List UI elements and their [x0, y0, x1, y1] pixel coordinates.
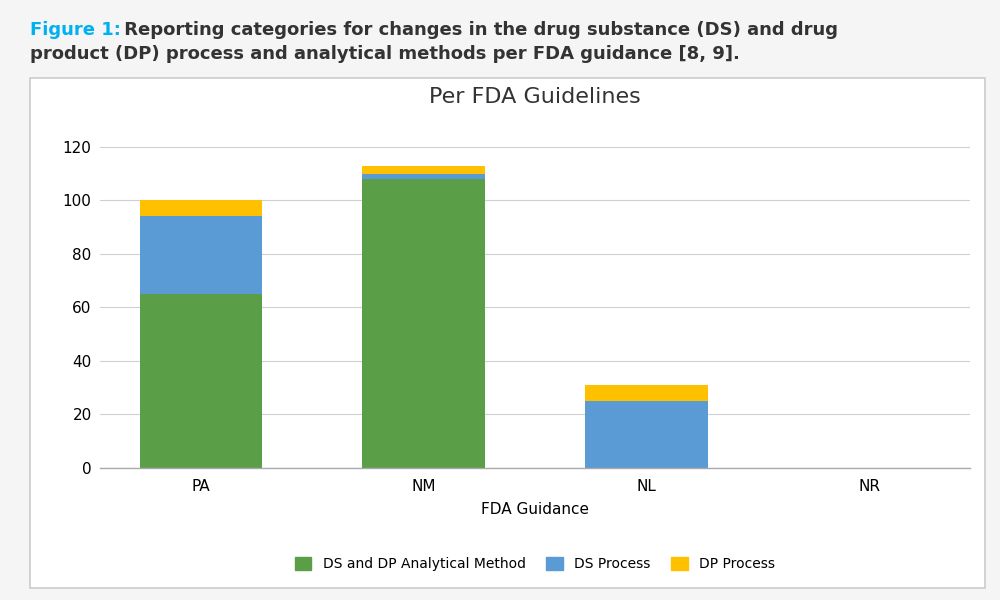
X-axis label: FDA Guidance: FDA Guidance: [481, 502, 589, 517]
Bar: [140, 217, 262, 294]
Bar: [140, 294, 262, 468]
Bar: [585, 401, 708, 468]
Bar: [585, 385, 708, 401]
Bar: [362, 179, 485, 468]
Bar: [140, 200, 262, 217]
Text: product (DP) process and analytical methods per FDA guidance [8, 9].: product (DP) process and analytical meth…: [30, 45, 740, 63]
Bar: [362, 173, 485, 179]
Text: Reporting categories for changes in the drug substance (DS) and drug: Reporting categories for changes in the …: [118, 21, 838, 39]
Title: Per FDA Guidelines: Per FDA Guidelines: [429, 88, 641, 107]
Bar: [362, 166, 485, 173]
Legend: DS and DP Analytical Method, DS Process, DP Process: DS and DP Analytical Method, DS Process,…: [289, 551, 781, 577]
Text: Figure 1:: Figure 1:: [30, 21, 121, 39]
